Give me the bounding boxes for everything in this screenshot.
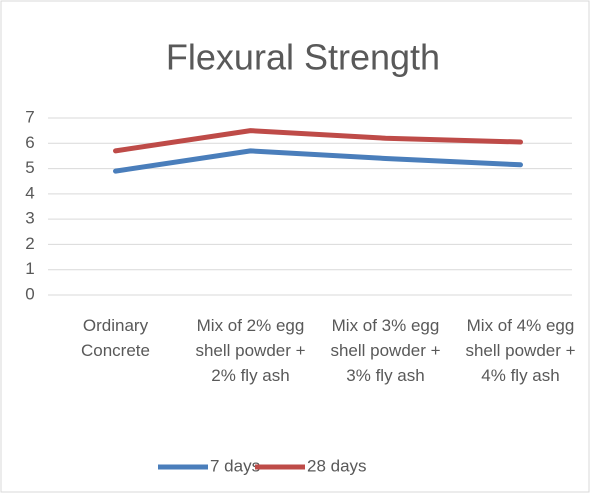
y-tick-label: 7 — [25, 107, 34, 126]
x-tick-label: Mix of 3% egg shell powder + 3% fly ash — [330, 316, 441, 385]
x-tick-label: Mix of 4% egg shell powder + 4% fly ash — [465, 316, 576, 385]
y-tick-label: 2 — [25, 234, 34, 253]
chart-title: Flexural Strength — [166, 37, 440, 78]
x-tick-label: Ordinary Concrete — [81, 316, 150, 360]
chart-border — [0, 0, 590, 493]
legend-label: 28 days — [307, 456, 367, 475]
line-series — [113, 128, 523, 154]
y-tick-label: 0 — [25, 284, 34, 303]
x-tick-label: Mix of 2% egg shell powder + 2% fly ash — [195, 316, 306, 385]
y-tick-label: 6 — [25, 133, 34, 152]
legend-label: 7 days — [210, 456, 260, 475]
y-tick-label: 5 — [25, 158, 34, 177]
line-series — [113, 148, 523, 174]
y-tick-label: 3 — [25, 209, 34, 228]
y-tick-label: 1 — [25, 259, 34, 278]
y-tick-label: 4 — [25, 183, 34, 202]
